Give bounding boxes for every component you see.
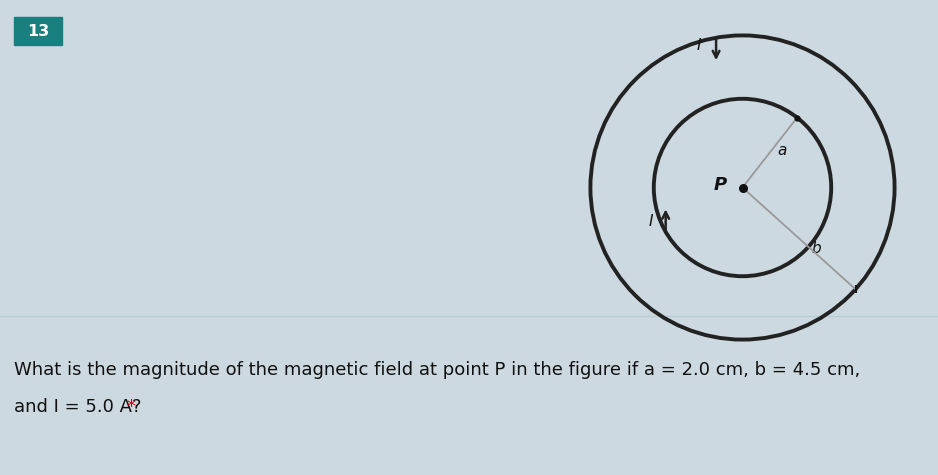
Text: and I = 5.0 A?: and I = 5.0 A? (14, 398, 147, 416)
Text: *: * (126, 398, 135, 416)
Text: I: I (648, 214, 653, 229)
Bar (14, 17, 62, 45)
Text: 13: 13 (27, 23, 49, 38)
Text: What is the magnitude of the magnetic field at point P in the figure if a = 2.0 : What is the magnitude of the magnetic fi… (14, 361, 860, 379)
Text: a: a (778, 142, 787, 158)
Text: b: b (812, 241, 822, 256)
Text: P: P (714, 176, 727, 194)
Text: I: I (696, 38, 701, 53)
